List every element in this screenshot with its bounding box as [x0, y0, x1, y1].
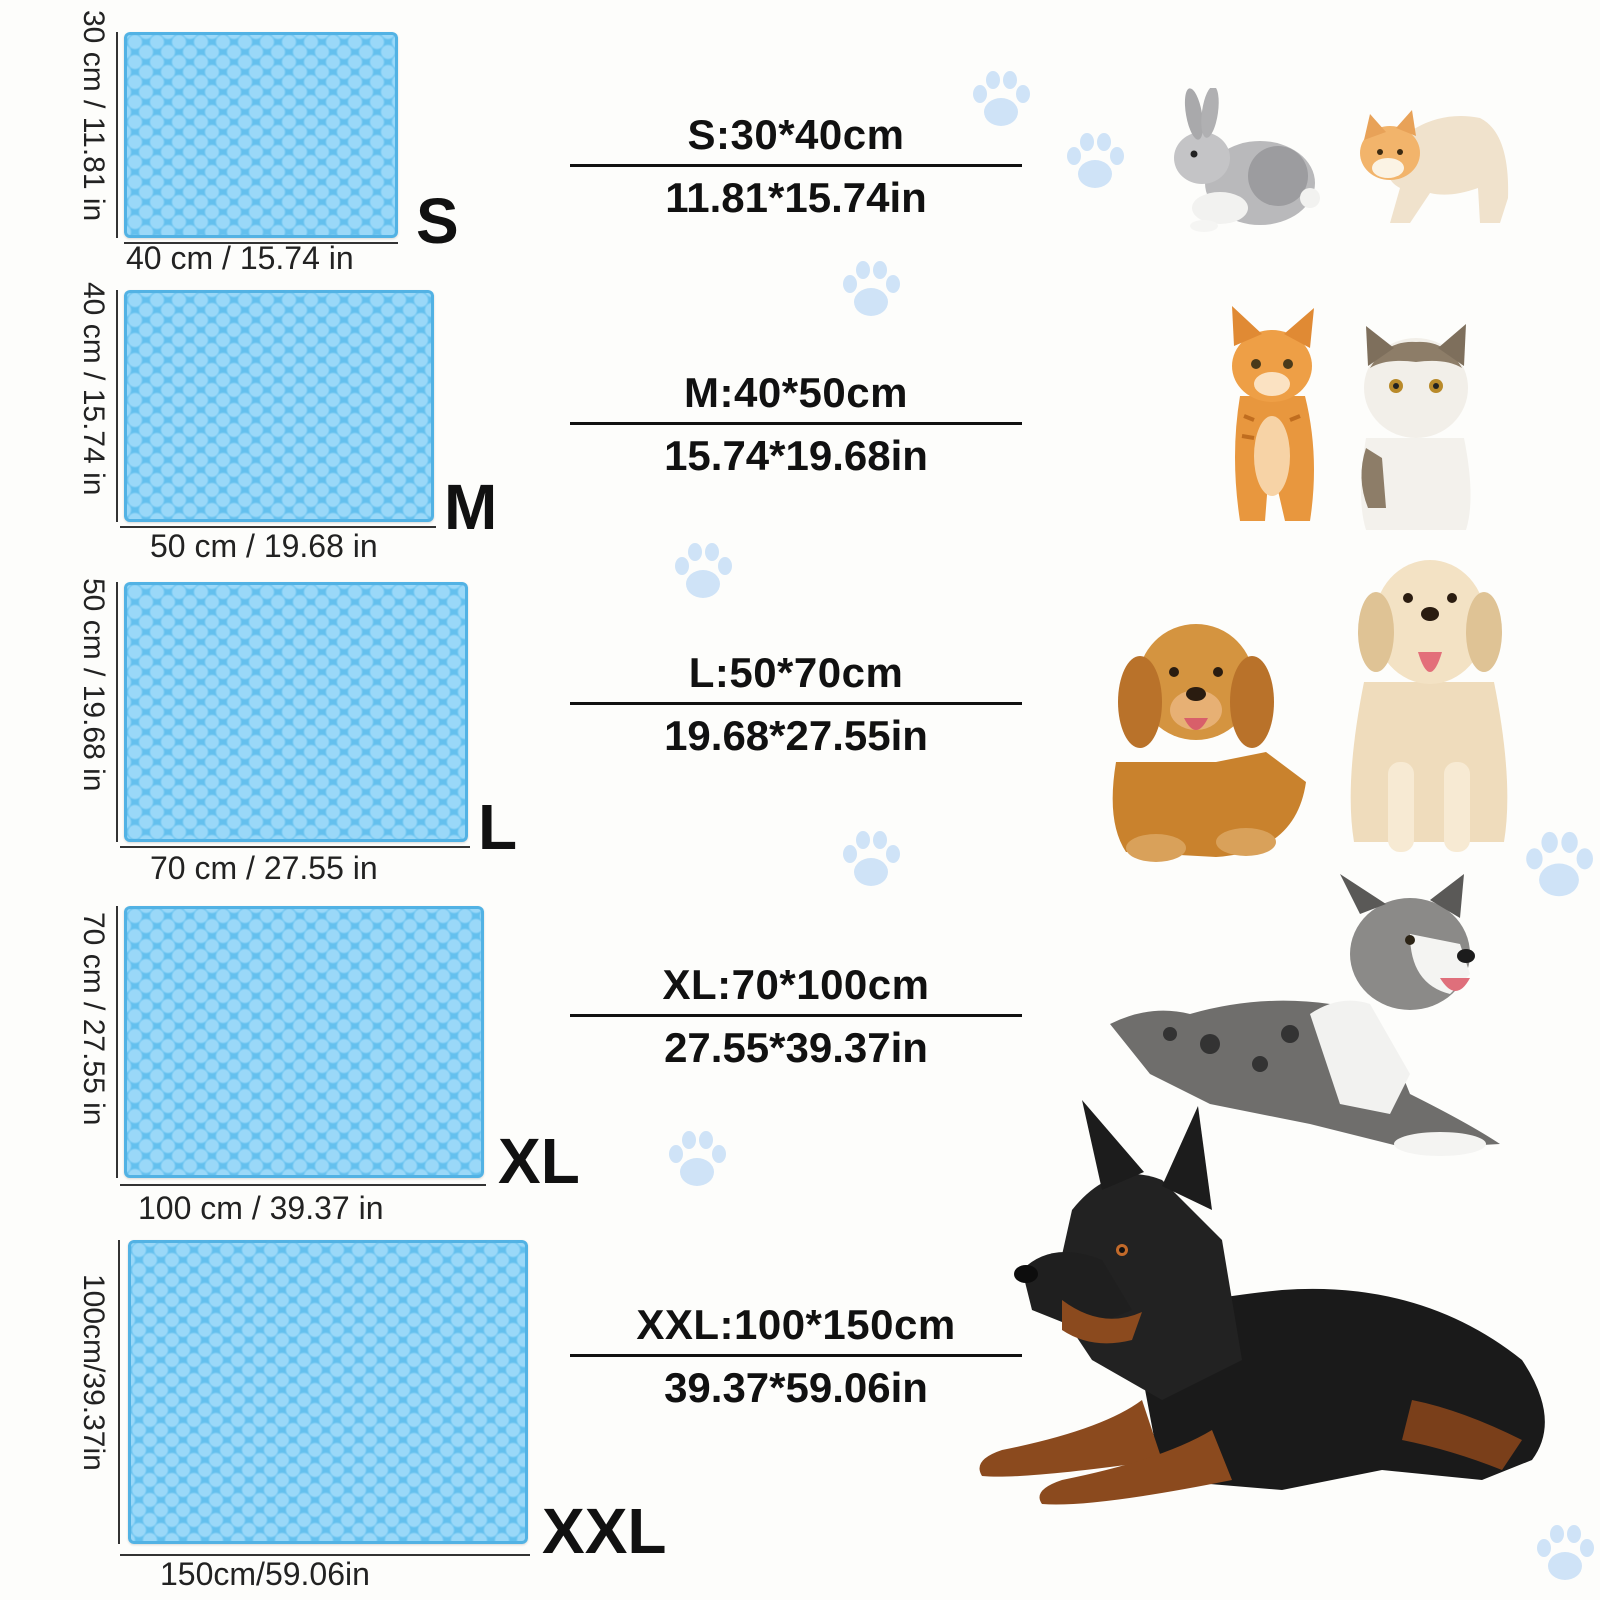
spec-in-xl: 27.55*39.37in — [664, 1024, 928, 1071]
paw-print-icon — [1067, 133, 1124, 188]
spec-divider — [570, 702, 1022, 705]
spec-cm-s: S:30*40cm — [687, 111, 905, 158]
paw-print-icon — [843, 831, 900, 886]
width-label-xxl: 150cm/59.06in — [160, 1556, 370, 1592]
height-dimension-line — [116, 906, 118, 1178]
spec-divider — [570, 1354, 1022, 1357]
height-label-m: 40 cm / 15.74 in — [77, 282, 110, 496]
width-label-xl: 100 cm / 39.37 in — [138, 1190, 384, 1226]
orange-tabby-cat-illustration — [1232, 306, 1314, 521]
spec-divider — [570, 1014, 1022, 1017]
mat-l — [124, 582, 468, 842]
height-dimension-line — [116, 32, 118, 238]
width-dimension-line — [120, 526, 436, 528]
size-letter-l: L — [478, 791, 518, 863]
height-dimension-line — [116, 582, 118, 842]
height-label-xl: 70 cm / 27.55 in — [77, 912, 110, 1126]
spec-cm-xxl: XXL:100*150cm — [636, 1301, 956, 1348]
spec-divider — [570, 164, 1022, 167]
paw-print-icon — [1537, 1525, 1594, 1580]
spec-xxl: XXL:100*150cm 39.37*59.06in — [570, 1298, 1022, 1415]
size-letter-m: M — [444, 471, 498, 543]
paw-print-icon — [843, 261, 900, 316]
height-dimension-line — [116, 290, 118, 522]
size-letter-xl: XL — [498, 1125, 580, 1197]
spec-divider — [570, 422, 1022, 425]
size-letter-xxl: XXL — [542, 1495, 667, 1567]
paw-print-icon — [669, 1131, 726, 1186]
mat-s — [124, 32, 398, 238]
mat-m — [124, 290, 434, 522]
mat-xxl — [128, 1240, 528, 1544]
height-label-l: 50 cm / 19.68 in — [77, 578, 110, 792]
spec-in-xxl: 39.37*59.06in — [664, 1364, 928, 1411]
spec-cm-m: M:40*50cm — [684, 369, 908, 416]
cat-illustration — [1360, 110, 1509, 223]
spec-in-m: 15.74*19.68in — [664, 432, 928, 479]
paw-print-icon — [675, 543, 732, 598]
width-label-s: 40 cm / 15.74 in — [126, 240, 354, 276]
height-label-s: 30 cm / 11.81 in — [77, 10, 110, 222]
rabbit-illustration — [1174, 88, 1320, 232]
exotic-shorthair-cat-illustration — [1361, 324, 1471, 530]
spec-cm-xl: XL:70*100cm — [662, 961, 930, 1008]
spec-l: L:50*70cm 19.68*27.55in — [570, 646, 1022, 763]
spec-in-l: 19.68*27.55in — [664, 712, 928, 759]
width-dimension-line — [120, 846, 470, 848]
spec-cm-l: L:50*70cm — [688, 649, 904, 696]
height-label-xxl: 100cm/39.37in — [77, 1274, 110, 1471]
paw-print-icon — [1526, 831, 1593, 897]
doberman-illustration — [979, 1100, 1545, 1505]
mat-xl — [124, 906, 484, 1178]
spec-xl: XL:70*100cm 27.55*39.37in — [570, 958, 1022, 1075]
spec-s: S:30*40cm 11.81*15.74in — [570, 108, 1022, 225]
height-dimension-line — [118, 1240, 120, 1544]
width-dimension-line — [120, 1184, 486, 1186]
width-label-l: 70 cm / 27.55 in — [150, 850, 378, 886]
paw-print-icon — [973, 71, 1030, 126]
border-collie-illustration — [1110, 874, 1500, 1156]
width-dimension-line — [124, 242, 398, 244]
labrador-illustration — [1350, 560, 1508, 852]
golden-retriever-illustration — [1112, 624, 1306, 862]
spec-m: M:40*50cm 15.74*19.68in — [570, 366, 1022, 483]
spec-in-s: 11.81*15.74in — [665, 174, 927, 221]
width-label-m: 50 cm / 19.68 in — [150, 528, 378, 564]
width-dimension-line — [120, 1554, 530, 1556]
size-letter-s: S — [416, 185, 459, 257]
